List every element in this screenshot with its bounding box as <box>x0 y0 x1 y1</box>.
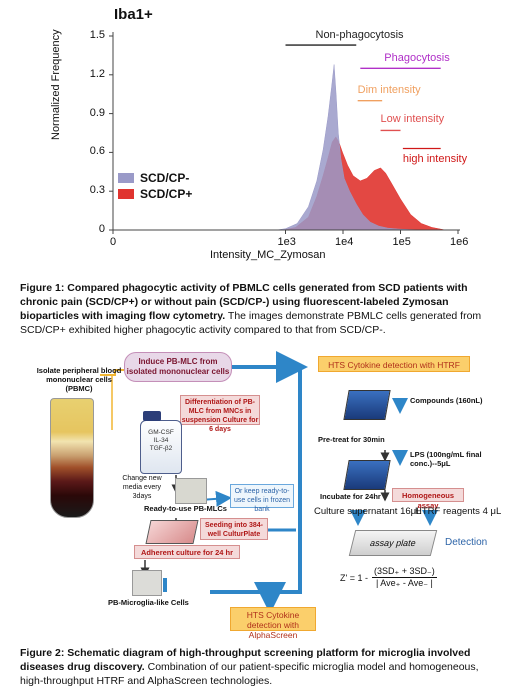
legend-label-cp-pos: SCD/CP+ <box>140 187 193 201</box>
induce-box: Induce PB-MLC from isolated mononuclear … <box>124 352 232 382</box>
alphascreen-box: HTS Cytokine detection with AlphaScreen <box>230 607 316 640</box>
series-area-cp-neg <box>276 64 424 231</box>
flask-label-il34: IL-34 <box>153 437 169 444</box>
x-tick-label: 0 <box>110 236 117 248</box>
figure2-caption: Figure 2: Schematic diagram of high-thro… <box>20 646 500 688</box>
pretreat-label: Pre-treat for 30min <box>318 435 385 444</box>
figure2-caption-text: Combination of our patient-specific micr… <box>20 661 479 687</box>
figure1-caption-text: The images demonstrate PBMLC cells gener… <box>20 310 482 336</box>
frozen-bank-box: Or keep ready-to-use cells in frozen ban… <box>230 484 294 513</box>
histogram-chart <box>109 32 460 234</box>
x-tick-label: 1e3 <box>277 236 296 248</box>
flask-label-gmcsf: GM-CSF <box>148 429 174 436</box>
ready-to-use-label: Ready-to-use PB-MLCs <box>144 504 227 513</box>
htrf-reagents-label: HTRF reagents 4 μL <box>415 506 502 517</box>
figure1-caption-bold: Figure 1: Compared phagocytic activity o… <box>20 282 468 322</box>
culture-plate-image <box>145 520 199 544</box>
supernatant-label: Culture supernatant 16μL <box>314 506 422 517</box>
x-tick-label: 1e6 <box>450 236 469 248</box>
assay-plate-image: assay plate <box>348 530 438 556</box>
x-axis-label: Intensity_MC_Zymosan <box>210 249 326 261</box>
culture-flask-image: GM-CSF IL-34 TGF-β2 <box>140 411 182 474</box>
assay-plate-label: assay plate <box>368 538 418 548</box>
chart-legend: SCD/CP- SCD/CP+ <box>118 170 192 202</box>
legend-item-cp-pos: SCD/CP+ <box>118 186 192 202</box>
homogeneous-box: Homogeneous assay <box>392 488 464 510</box>
change-media-label: Change new media every 3days <box>122 475 162 500</box>
annotation-label: Dim intensity <box>357 83 421 96</box>
figure1-caption: Figure 1: Compared phagocytic activity o… <box>20 281 500 337</box>
annotation-label: high intensity <box>402 152 468 165</box>
flask-label-tgfb2: TGF-β2 <box>149 445 173 452</box>
pbmc-tube-image <box>50 398 94 518</box>
annotation-label: Non-phagocytosis <box>315 29 404 42</box>
legend-label-cp-neg: SCD/CP- <box>140 171 190 185</box>
differentiation-box: Differentiation of PB-MLC from MNCs in s… <box>180 395 260 433</box>
lps-label: LPS (100ng/mL final conc.)--5μL <box>410 450 482 468</box>
y-tick-label: 0.3 <box>89 184 105 197</box>
z-prime-numerator: (3SD₊ + 3SD₋) <box>371 566 437 578</box>
annotation-label: Phagocytosis <box>384 52 450 65</box>
htrf-box: HTS Cytokine detection with HTRF <box>318 356 470 372</box>
z-prime-formula: Z' = 1 - (3SD₊ + 3SD₋) | Ave₊ - Ave₋ | <box>340 566 437 589</box>
annotation-label: Low intensity <box>380 113 445 126</box>
adherent-culture-box: Adherent culture for 24 hr <box>134 545 240 559</box>
y-tick-label: 0.9 <box>89 106 105 119</box>
y-tick-label: 1.5 <box>89 29 105 41</box>
legend-item-cp-neg: SCD/CP- <box>118 170 192 186</box>
figure2-caption-bold: Figure 2: Schematic diagram of high-thro… <box>20 647 471 673</box>
y-tick-label: 0 <box>98 223 105 235</box>
marker-title: Iba1+ <box>114 6 153 23</box>
legend-swatch-cp-pos <box>118 189 134 199</box>
cells-thumbnail-1 <box>175 478 207 504</box>
plate-image-2 <box>343 460 391 490</box>
plate-image-1 <box>343 390 391 420</box>
compounds-label: Compounds (160nL) <box>410 396 483 405</box>
detection-label: Detection <box>445 537 488 548</box>
y-tick-label: 0.6 <box>89 145 105 158</box>
x-tick-label: 1e4 <box>335 236 354 248</box>
legend-swatch-cp-neg <box>118 173 134 183</box>
y-tick-label: 1.2 <box>89 67 105 80</box>
z-prime-denominator: | Ave₊ - Ave₋ | <box>375 578 433 588</box>
pbmc-label: Isolate peripheral blood mononuclear cel… <box>36 366 122 393</box>
microglia-label: PB-Microglia-like Cells <box>108 598 189 607</box>
cells-thumbnail-2 <box>132 570 162 596</box>
incubate-label: Incubate for 24hr <box>320 492 381 501</box>
seeding-box: Seeding into 384-well CulturPlate <box>200 518 268 540</box>
x-tick-label: 1e5 <box>392 236 411 248</box>
z-prime-lhs: Z' = 1 - <box>340 572 368 583</box>
